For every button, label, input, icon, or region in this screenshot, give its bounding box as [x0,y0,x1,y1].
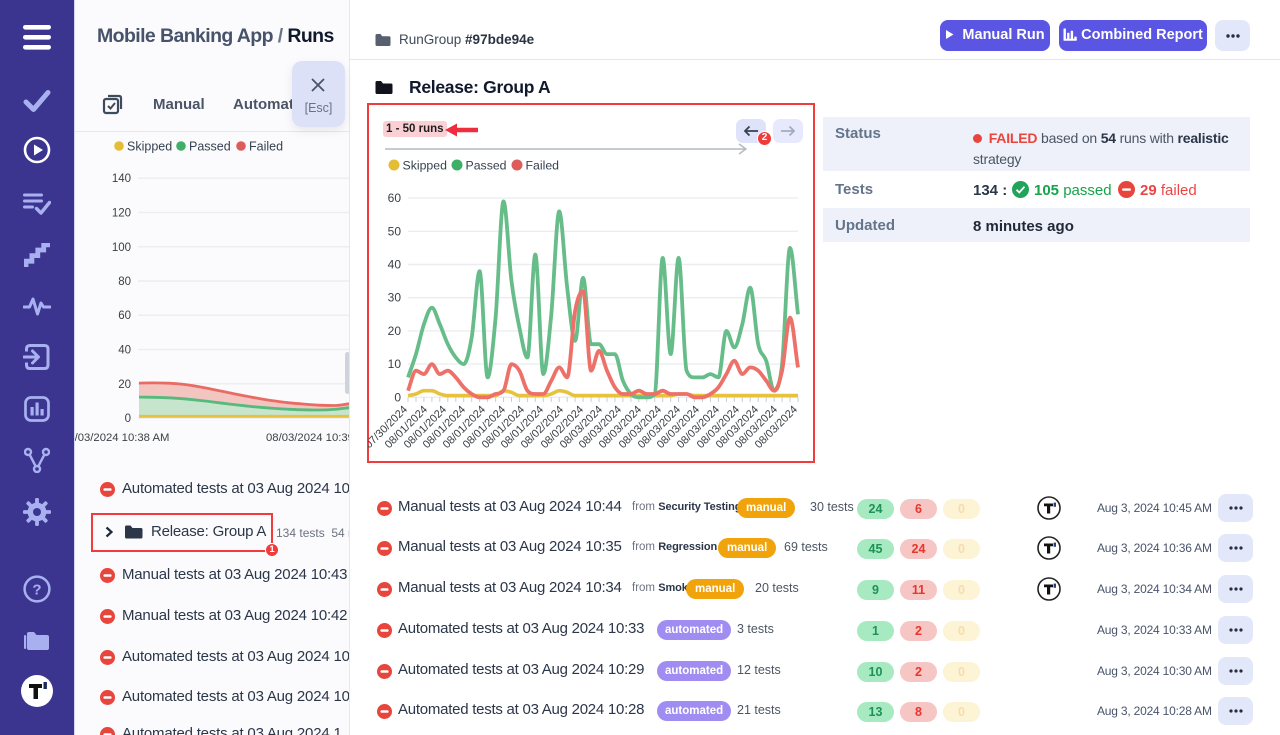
svg-text:?: ? [32,582,41,599]
svg-text:0: 0 [125,413,131,425]
svg-text:Failed: Failed [526,159,560,173]
svg-text:08/03/2024 10:39: 08/03/2024 10:39 [266,432,349,444]
svg-text:Skipped: Skipped [127,140,172,154]
svg-text:60: 60 [388,191,402,205]
svg-text:100: 100 [112,242,131,254]
svg-text:40: 40 [388,258,402,272]
svg-text:20: 20 [388,324,402,338]
svg-text:60: 60 [118,310,131,322]
svg-text:Passed: Passed [189,140,231,154]
svg-text:Failed: Failed [249,140,283,154]
svg-text:08/03/2024 10:38 AM: 08/03/2024 10:38 AM [75,432,169,444]
svg-text:140: 140 [112,173,131,185]
svg-text:120: 120 [112,208,131,220]
svg-text:0: 0 [394,390,401,404]
svg-text:30: 30 [388,291,402,305]
svg-text:Passed: Passed [466,159,507,173]
svg-text:80: 80 [118,276,131,288]
svg-text:50: 50 [388,224,402,238]
svg-text:10: 10 [388,357,402,371]
svg-text:40: 40 [118,345,131,357]
svg-text:Skipped: Skipped [403,159,448,173]
svg-text:20: 20 [118,379,131,391]
